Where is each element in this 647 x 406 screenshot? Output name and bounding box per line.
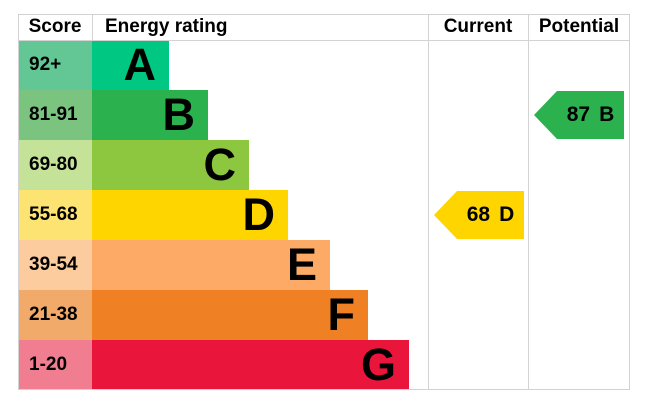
band-bar-a: A [92,40,169,90]
score-range-cell: 81-91 [19,90,92,140]
potential-column-divider [528,14,529,390]
score-range-cell: 39-54 [19,240,92,290]
energy-rating-column-header: Energy rating [105,16,228,37]
potential-rating-value: 87 [566,103,591,126]
score-header-divider [92,14,93,40]
band-bar-c: C [92,140,249,190]
band-bar-d: D [92,190,288,240]
band-bar-e: E [92,240,330,290]
table-top-border [18,14,630,15]
band-row-f: 21-38 F [0,290,647,340]
band-bar-b: B [92,90,208,140]
score-range-cell: 55-68 [19,190,92,240]
current-column-divider [428,14,429,390]
table-right-border [629,14,630,390]
potential-column-header: Potential [538,16,620,37]
band-bar-f: F [92,290,368,340]
score-column-header: Score [28,16,82,37]
band-row-c: 69-80 C [0,140,647,190]
score-range-cell: 69-80 [19,140,92,190]
current-rating-band-letter: D [499,203,515,226]
band-row-g: 1-20 G [0,340,647,390]
score-range-cell: 1-20 [19,340,92,390]
band-row-d: 55-68 D [0,190,647,240]
table-left-border [18,14,19,390]
score-range-cell: 92+ [19,40,92,90]
current-column-header: Current [443,16,513,37]
band-row-e: 39-54 E [0,240,647,290]
potential-rating-band-letter: B [599,103,615,126]
current-rating-value: 68 [466,203,491,226]
header-bottom-border [18,40,630,41]
band-bar-g: G [92,340,409,390]
score-range-cell: 21-38 [19,290,92,340]
band-row-b: 81-91 B [0,90,647,140]
table-bottom-border [18,389,630,390]
band-row-a: 92+ A [0,40,647,90]
